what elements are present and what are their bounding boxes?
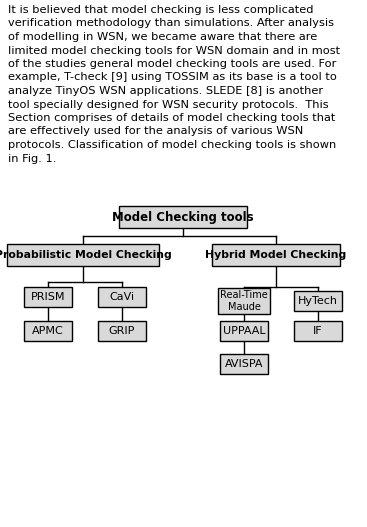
Text: GRIP: GRIP bbox=[109, 326, 135, 336]
Text: of modelling in WSN, we became aware that there are: of modelling in WSN, we became aware tha… bbox=[8, 32, 317, 42]
Text: tool specially designed for WSN security protocols.  This: tool specially designed for WSN security… bbox=[8, 100, 328, 110]
FancyBboxPatch shape bbox=[24, 321, 72, 341]
Text: protocols. Classification of model checking tools is shown: protocols. Classification of model check… bbox=[8, 140, 336, 150]
Text: PRISM: PRISM bbox=[31, 292, 65, 302]
FancyBboxPatch shape bbox=[98, 287, 146, 307]
Text: Model Checking tools: Model Checking tools bbox=[112, 210, 254, 223]
Text: are effectively used for the analysis of various WSN: are effectively used for the analysis of… bbox=[8, 126, 303, 136]
Text: AVISPA: AVISPA bbox=[225, 359, 263, 369]
Text: IF: IF bbox=[313, 326, 323, 336]
FancyBboxPatch shape bbox=[98, 321, 146, 341]
FancyBboxPatch shape bbox=[212, 244, 340, 266]
Text: UPPAAL: UPPAAL bbox=[223, 326, 265, 336]
Text: CaVi: CaVi bbox=[109, 292, 135, 302]
Text: Section comprises of details of model checking tools that: Section comprises of details of model ch… bbox=[8, 113, 335, 123]
Text: analyze TinyOS WSN applications. SLEDE [8] is another: analyze TinyOS WSN applications. SLEDE [… bbox=[8, 86, 323, 96]
Text: example, T-check [9] using TOSSIM as its base is a tool to: example, T-check [9] using TOSSIM as its… bbox=[8, 73, 337, 83]
Text: Real-Time
Maude: Real-Time Maude bbox=[220, 290, 268, 312]
FancyBboxPatch shape bbox=[294, 291, 342, 311]
Text: in Fig. 1.: in Fig. 1. bbox=[8, 153, 57, 163]
Text: limited model checking tools for WSN domain and in most: limited model checking tools for WSN dom… bbox=[8, 45, 340, 55]
FancyBboxPatch shape bbox=[218, 288, 270, 314]
FancyBboxPatch shape bbox=[220, 354, 268, 374]
FancyBboxPatch shape bbox=[220, 321, 268, 341]
FancyBboxPatch shape bbox=[294, 321, 342, 341]
FancyBboxPatch shape bbox=[119, 206, 247, 228]
Text: verification methodology than simulations. After analysis: verification methodology than simulation… bbox=[8, 18, 334, 28]
Text: It is believed that model checking is less complicated: It is believed that model checking is le… bbox=[8, 5, 313, 15]
Text: HyTech: HyTech bbox=[298, 296, 338, 306]
Text: Hybrid Model Checking: Hybrid Model Checking bbox=[206, 250, 346, 260]
FancyBboxPatch shape bbox=[24, 287, 72, 307]
FancyBboxPatch shape bbox=[7, 244, 159, 266]
Text: of the studies general model checking tools are used. For: of the studies general model checking to… bbox=[8, 59, 337, 69]
Text: Probabilistic Model Checking: Probabilistic Model Checking bbox=[0, 250, 171, 260]
Text: APMC: APMC bbox=[32, 326, 64, 336]
